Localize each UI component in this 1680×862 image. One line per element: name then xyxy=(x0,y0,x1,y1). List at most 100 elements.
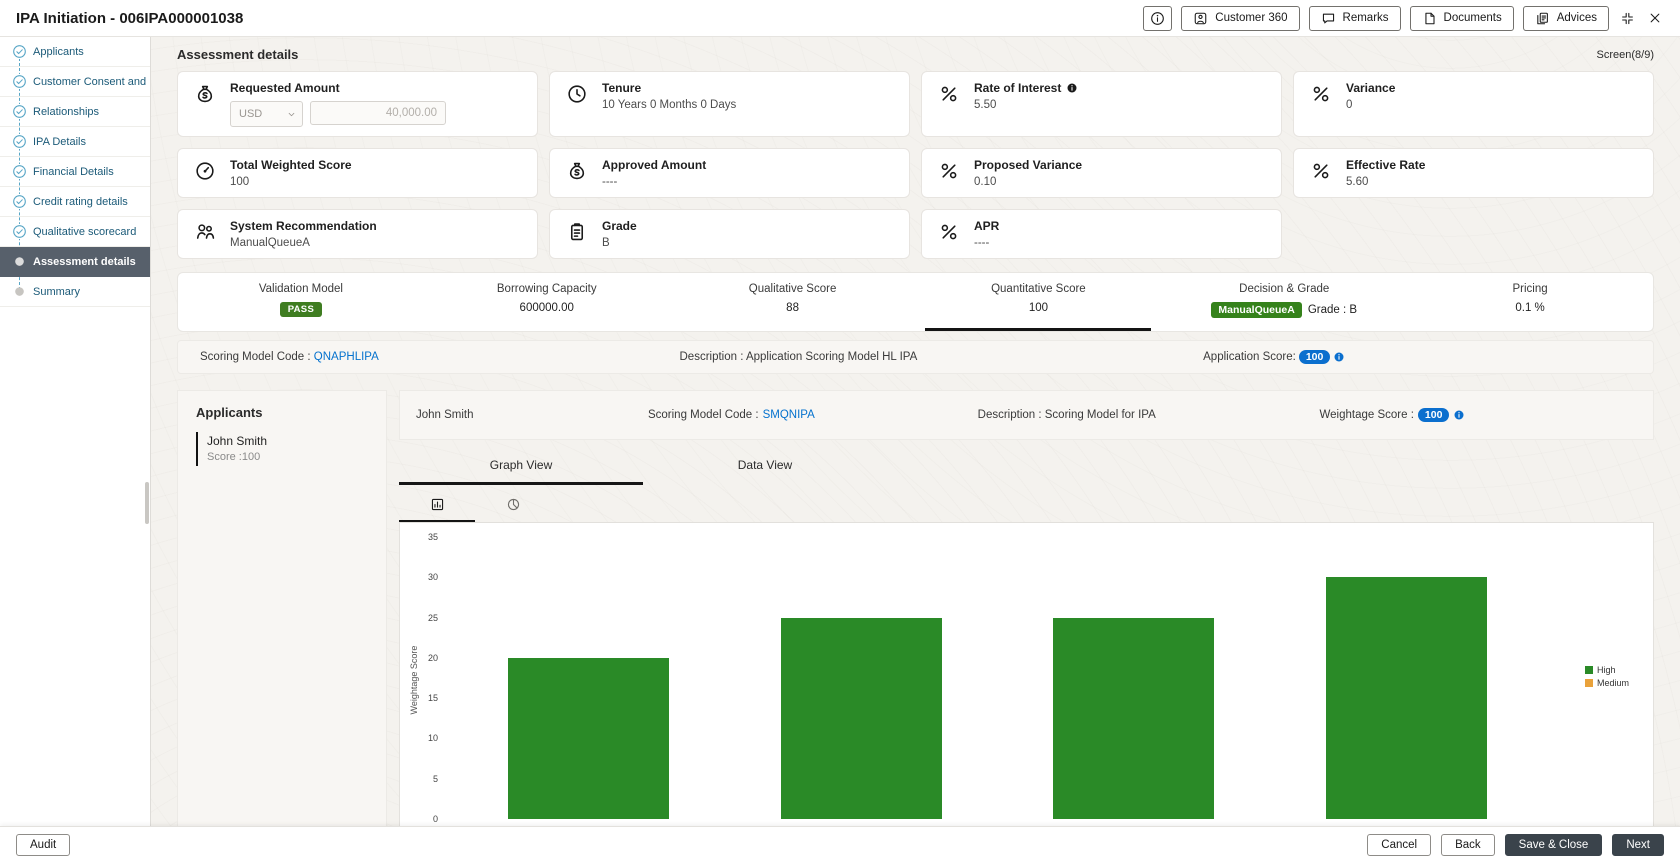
screen-indicator: Screen(8/9) xyxy=(1596,48,1654,61)
y-axis-tick: 30 xyxy=(427,572,438,583)
y-axis-tick: 35 xyxy=(427,532,438,542)
y-axis-tick: 15 xyxy=(427,693,438,704)
donut-chart-icon xyxy=(506,497,521,512)
remarks-button[interactable]: Remarks xyxy=(1308,5,1401,31)
applicant-detail-row: John Smith Scoring Model Code : SMQNIPA … xyxy=(399,390,1654,440)
tab-data-view[interactable]: Data View xyxy=(737,458,793,472)
applicant-detail-area: John Smith Scoring Model Code : SMQNIPA … xyxy=(399,390,1654,856)
currency-select[interactable]: USD xyxy=(230,101,303,127)
summary-tab-pricing[interactable]: Pricing 0.1 % xyxy=(1512,283,1548,314)
card-requested-amount: Requested Amount USD xyxy=(177,71,538,137)
sidebar-item-relationships[interactable]: Relationships xyxy=(0,97,150,127)
sidebar-item-summary[interactable]: Summary xyxy=(0,277,150,307)
bar-high xyxy=(507,657,669,819)
sidebar-item-applicants[interactable]: Applicants xyxy=(0,37,150,67)
card-system-recommendation: System Recommendation ManualQueueA xyxy=(177,209,538,259)
main-header: Assessment details Screen(8/9) xyxy=(151,37,1680,62)
money-bag-icon xyxy=(192,81,218,105)
requested-amount-input[interactable] xyxy=(310,101,446,125)
chart-tab-donut-chart[interactable] xyxy=(475,489,551,522)
card-value: 10 Years 0 Months 0 Days xyxy=(602,99,737,111)
sidebar-item-ipa-details[interactable]: IPA Details xyxy=(0,127,150,157)
summary-tab-quantitative-score[interactable]: Quantitative Score 100 xyxy=(915,273,1161,331)
info-blue-icon xyxy=(1333,351,1345,363)
chart-type-tabs xyxy=(399,489,1654,523)
card-approved-amount: Approved Amount ---- xyxy=(549,148,910,198)
summary-tab-decision-grade[interactable]: Decision & Grade ManualQueueA Grade : B xyxy=(1161,273,1407,331)
next-button[interactable]: Next xyxy=(1612,833,1664,856)
scoring-model-code-link[interactable]: QNAPHLIPA xyxy=(313,351,379,363)
percent-icon xyxy=(936,81,962,105)
tab-graph-view[interactable]: Graph View xyxy=(399,450,643,485)
metric-cards-grid: Requested AmountUSDTenure10 Years 0 Mont… xyxy=(177,71,1654,259)
card-proposed-variance: Proposed Variance 0.10 xyxy=(921,148,1282,198)
close-button[interactable] xyxy=(1646,9,1664,27)
applicant-list-item[interactable]: John Smith Score :100 xyxy=(196,432,386,466)
percent-icon xyxy=(936,158,962,182)
summary-tab-qualitative-score[interactable]: Qualitative Score 88 xyxy=(748,283,837,314)
card-effective-rate: Effective Rate 5.60 xyxy=(1293,148,1654,198)
toolbar: Customer 360 Remarks Documents Advices xyxy=(1143,5,1664,31)
sidebar-item-financial-details[interactable]: Financial Details xyxy=(0,157,150,187)
summary-tab-borrowing-capacity[interactable]: Borrowing Capacity 600000.00 xyxy=(496,283,597,314)
documents-icon xyxy=(1422,11,1437,26)
check-circle-icon xyxy=(12,134,27,149)
page-title: IPA Initiation - 006IPA000001038 xyxy=(16,9,244,27)
collapse-icon xyxy=(1620,11,1635,26)
card-value: B xyxy=(602,237,610,249)
documents-button[interactable]: Documents xyxy=(1409,5,1514,31)
check-circle-icon xyxy=(12,194,27,209)
card-tenure: Tenure 10 Years 0 Months 0 Days xyxy=(549,71,910,137)
chart-legend: High Medium xyxy=(1584,665,1629,691)
sidebar-item-assessment-details[interactable]: Assessment details xyxy=(0,247,150,277)
applicant-model-description: Description : Scoring Model for IPA xyxy=(977,409,1156,421)
customer-360-icon xyxy=(1193,11,1208,26)
back-button[interactable]: Back xyxy=(1441,833,1495,856)
summary-tab-strip: Validation Model PASS Borrowing Capacity 60… xyxy=(177,272,1654,332)
close-icon xyxy=(1648,11,1662,25)
audit-button[interactable]: Audit xyxy=(16,833,71,856)
sidebar: Applicants Customer Consent and ... Relati… xyxy=(0,37,151,862)
scoring-model-description: Description : Application Scoring Model … xyxy=(679,351,918,363)
advices-icon xyxy=(1535,11,1550,26)
card-variance: Variance 0 xyxy=(1293,71,1654,137)
footer-actionbar: Audit Cancel Back Save & Close Next xyxy=(0,826,1680,862)
collapse-button[interactable] xyxy=(1618,9,1637,28)
sidebar-item-credit-rating-details[interactable]: Credit rating details xyxy=(0,187,150,217)
y-axis-tick: 0 xyxy=(432,814,438,824)
application-score-badge: 100 xyxy=(1298,350,1331,364)
card-value: 0.10 xyxy=(974,176,997,188)
sidebar-item-customer-consent-and[interactable]: Customer Consent and ... xyxy=(0,67,150,97)
card-value: 0 xyxy=(1346,99,1353,111)
check-circle-icon xyxy=(12,164,27,179)
scoring-model-code: Scoring Model Code : QNAPHLIPA xyxy=(200,351,379,363)
percent-icon xyxy=(936,219,962,243)
step-dot-icon xyxy=(12,284,27,299)
step-dot-icon xyxy=(12,254,27,269)
chart-tab-bar-chart[interactable] xyxy=(399,489,475,522)
applicant-model-code-link[interactable]: SMQNIPA xyxy=(762,409,815,421)
summary-tab-validation-model[interactable]: Validation Model PASS xyxy=(258,283,343,317)
legend-swatch xyxy=(1584,666,1593,674)
save-close-button[interactable]: Save & Close xyxy=(1504,833,1603,856)
bar-chart-icon xyxy=(430,497,445,512)
y-axis-tick: 10 xyxy=(427,733,438,744)
topbar: IPA Initiation - 006IPA000001038 Custome… xyxy=(0,0,1680,37)
applicants-panel: Applicants John Smith Score :100 xyxy=(177,390,387,844)
card-value: ManualQueueA xyxy=(230,237,310,249)
customer-360-button[interactable]: Customer 360 xyxy=(1181,5,1300,31)
info-button[interactable] xyxy=(1143,5,1173,31)
card-value: 100 xyxy=(230,176,250,188)
weightage-score-badge: 100 xyxy=(1417,408,1450,422)
assessment-body: Applicants John Smith Score :100 John Smi… xyxy=(177,390,1654,856)
bar-high xyxy=(780,617,942,819)
sidebar-item-qualitative-scorecard[interactable]: Qualitative scorecard xyxy=(0,217,150,247)
cancel-button[interactable]: Cancel xyxy=(1367,833,1432,856)
percent-icon xyxy=(1308,158,1334,182)
advices-button[interactable]: Advices xyxy=(1522,5,1609,31)
chart-panel: Weightage Score 0 5 10 15 20 25 30 35 High Mediu… xyxy=(399,523,1654,856)
gauge-icon xyxy=(192,158,218,182)
check-circle-icon xyxy=(12,224,27,239)
sidebar-scrollbar[interactable] xyxy=(145,482,149,524)
